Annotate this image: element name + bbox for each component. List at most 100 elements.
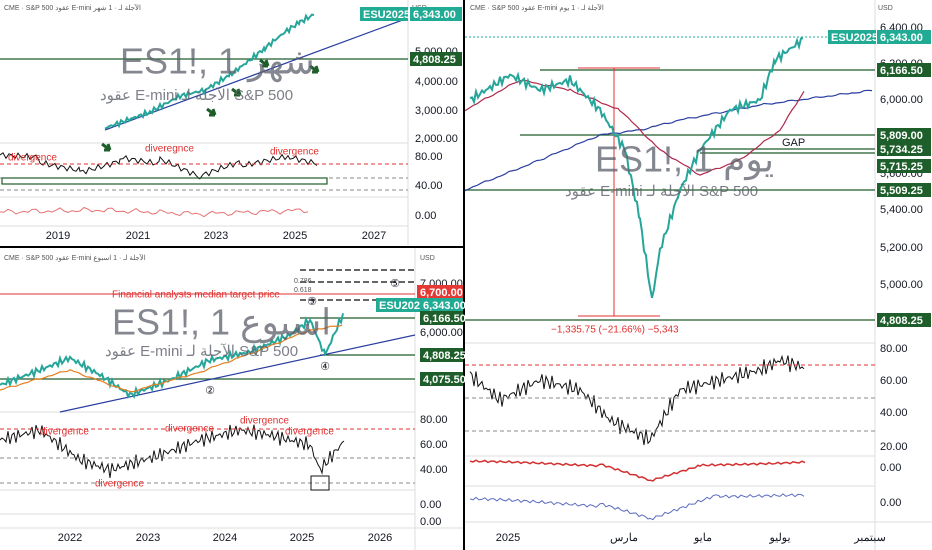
price-tag: 4,808.25 — [413, 54, 456, 66]
series-line — [469, 493, 805, 521]
time-axis-label: 2027 — [362, 230, 386, 242]
arrow — [101, 142, 112, 152]
price-tag: 5,715.25 — [880, 161, 923, 173]
oscillator-axis-label: 80.00 — [420, 414, 448, 426]
series-line — [469, 37, 804, 299]
price-tag-bg — [877, 183, 931, 197]
series-line — [0, 152, 318, 180]
arrow — [231, 87, 242, 97]
wave-label: ② — [205, 385, 215, 397]
price-tag: 4,075.50 — [423, 374, 466, 386]
price-tag: 6,166.50 — [423, 313, 466, 325]
time-axis-label: مايو — [693, 532, 712, 544]
price-axis-label: 3,000.00 — [415, 105, 458, 117]
time-axis-label: 2023 — [136, 532, 160, 544]
symbol-description: عقود E-mini الآجلة لـ S&P 500 — [105, 343, 298, 360]
oscillator-axis-label: 40.00 — [880, 407, 908, 419]
box — [310, 475, 330, 491]
price-tag-bg — [360, 7, 408, 21]
price-tag-bg — [420, 372, 463, 386]
macd-axis-label: 0.00 — [415, 210, 436, 222]
price-tag: 5,509.25 — [880, 185, 923, 197]
series-line — [464, 89, 873, 192]
time-axis-label: 2021 — [126, 230, 150, 242]
price-tag-bg — [410, 52, 462, 66]
annotation: divergence — [240, 416, 289, 427]
symbol-description: عقود E-mini الآجلة لـ S&P 500 — [565, 183, 758, 200]
time-axis-label: 2024 — [213, 532, 237, 544]
price-tag: 4,808.25 — [880, 315, 923, 327]
price-axis-label: 4,000.00 — [415, 76, 458, 88]
currency-label: USD — [420, 255, 435, 262]
macd-axis-label: 0.00 — [420, 499, 441, 511]
symbol-watermark: ES1!, 1 شهر — [120, 41, 315, 83]
time-axis-label: 2025 — [496, 532, 520, 544]
price-tag-bg — [877, 63, 931, 77]
series-line — [469, 354, 805, 446]
price-axis-label: 5,200.00 — [880, 242, 923, 254]
series-line — [104, 13, 315, 130]
price-tag-bg — [420, 298, 463, 312]
symbol-description: عقود E-mini الآجلة لـ S&P 500 — [100, 87, 293, 104]
panel-header: CME · S&P 500 عقود E-mini الآجلة لـ · 1 … — [4, 253, 146, 262]
price-tag: 6,166.50 — [880, 65, 923, 77]
series-line — [0, 313, 344, 399]
oscillator-axis-label: 60.00 — [420, 439, 448, 451]
trend-line — [59, 334, 416, 413]
oscillator-axis-label: 40.00 — [415, 180, 443, 192]
oscillator-axis-label: 80.00 — [415, 151, 443, 163]
price-tag-bg — [877, 313, 931, 327]
price-tag-bg — [877, 30, 931, 44]
annotation: divergence — [40, 427, 89, 438]
fib-label: 0.786 — [294, 278, 312, 285]
trend-line — [104, 17, 409, 131]
oscillator-axis-label: 20.00 — [880, 441, 908, 453]
fib-label: 0.618 — [294, 287, 312, 294]
panel-header: CME · S&P 500 عقود E-mini الآجلة لـ · 1 … — [470, 3, 604, 12]
annotation: divergence — [270, 147, 319, 158]
measurement-label: −1,335.75 (−21.66%) −5,343 — [551, 325, 679, 336]
series-line — [0, 324, 343, 393]
price-tag-bg — [420, 311, 463, 325]
panel-header: CME · S&P 500 عقود E-mini الآجلة لـ · 1 … — [4, 3, 141, 12]
price-tag: 5,734.25 — [880, 144, 923, 156]
price-tag: 6,343.00 — [413, 9, 456, 21]
series-line — [0, 424, 345, 478]
time-axis-label: سبتمبر — [853, 532, 886, 544]
series-line — [0, 206, 309, 218]
annotation: divergence — [8, 153, 57, 164]
oscillator-axis-label: 40.00 — [420, 464, 448, 476]
price-tag: 5,809.00 — [880, 130, 923, 142]
price-axis-label: 6,000.00 — [880, 94, 923, 106]
time-axis-label: 2026 — [368, 532, 392, 544]
price-tag-bg — [877, 128, 931, 142]
price-tag: ESU2025 — [831, 32, 878, 44]
symbol-watermark: ES1!, 1 اسبوع — [112, 302, 331, 344]
price-tag-bg — [828, 30, 876, 44]
series-line — [469, 459, 806, 482]
annotation: diveregnce — [145, 144, 194, 155]
price-axis-label: 5,400.00 — [880, 204, 923, 216]
annotation: divergence — [95, 479, 144, 490]
annotation: divergence — [285, 427, 334, 438]
price-axis-label: 2,000.00 — [415, 133, 458, 145]
price-tag-bg — [376, 298, 420, 312]
wave-label: ③ — [307, 296, 317, 308]
price-tag: 6,343.00 — [423, 300, 466, 312]
oscillator-axis-label: 80.00 — [880, 343, 908, 355]
symbol-watermark: ES1!, 1 يوم — [595, 139, 774, 181]
price-tag: 6,343.00 — [880, 32, 923, 44]
time-axis-label: 2023 — [204, 230, 228, 242]
macd-axis-label: 0.00 — [880, 497, 901, 509]
arrow — [206, 107, 217, 117]
price-axis-label: 5,000.00 — [880, 279, 923, 291]
box — [1, 177, 328, 185]
annotation: GAP — [782, 137, 805, 149]
arrow — [259, 58, 270, 68]
time-axis-label: مارس — [610, 532, 638, 544]
annotation: Financial analysts median target price — [112, 290, 280, 301]
price-tag: 4,808.25 — [423, 350, 466, 362]
